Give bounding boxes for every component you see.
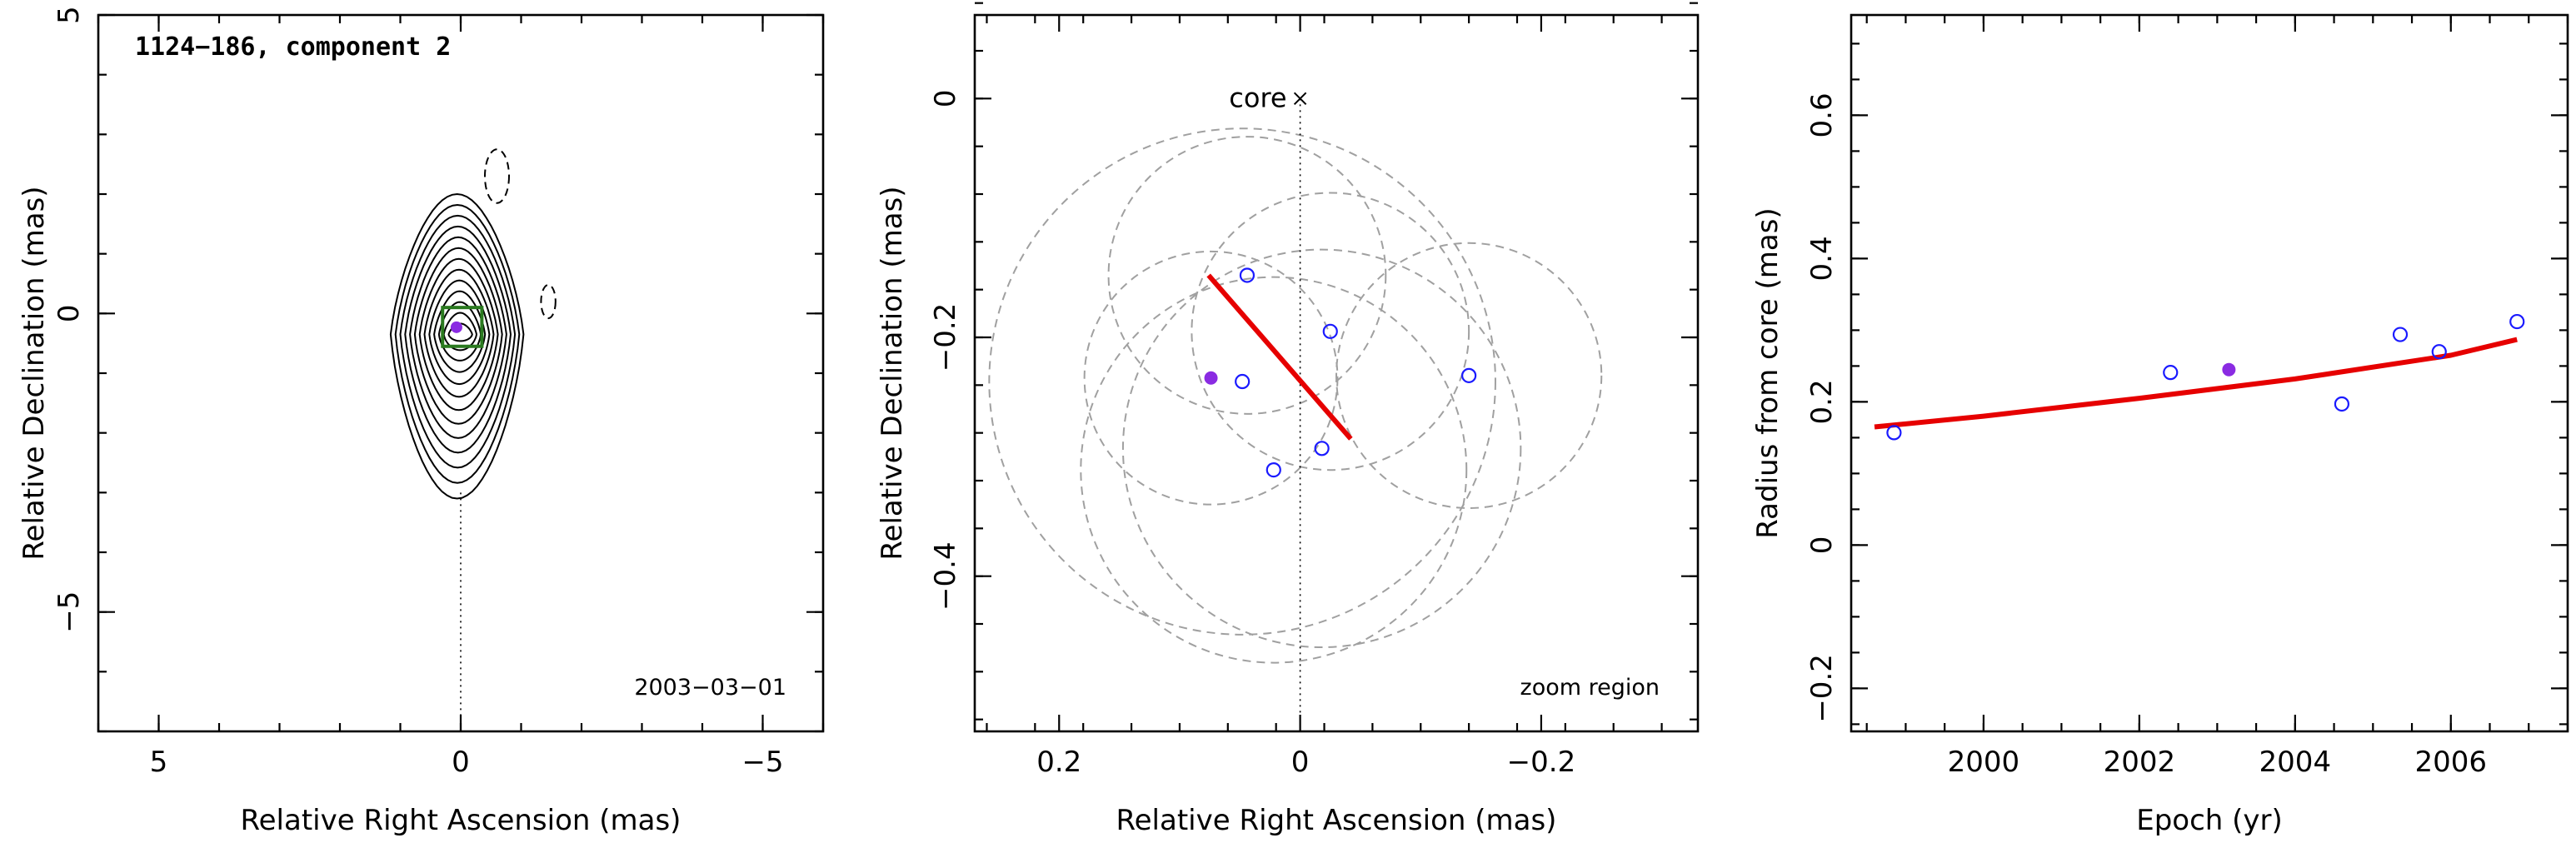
component-point xyxy=(450,321,462,333)
x-tick-label: 2002 xyxy=(2104,746,2176,779)
y-axis-label: Relative Declination (mas) xyxy=(17,186,51,560)
x-tick-label: 2000 xyxy=(1948,746,2020,779)
data-point xyxy=(2431,344,2447,360)
data-point xyxy=(1266,461,1281,478)
y-tick-label: −5 xyxy=(52,591,86,633)
error-circle xyxy=(1121,248,1522,648)
core-label: core xyxy=(1229,82,1286,113)
data-point xyxy=(2334,396,2350,412)
error-circle xyxy=(1191,192,1470,471)
y-tick-label: 0.2 xyxy=(1805,379,1839,424)
y-tick-label: 0.6 xyxy=(1805,92,1839,137)
x-axis-label: Epoch (yr) xyxy=(2136,804,2283,837)
error-circle xyxy=(1107,136,1387,415)
negative-contour xyxy=(484,148,510,204)
radius-epoch-panel: 2000 2002 2004 2006 −0.2 0 0.2 0.4 0.6 Epoch (yr)… xyxy=(1751,13,2569,837)
contour-set xyxy=(389,192,525,500)
data-point xyxy=(1314,441,1330,456)
panel-title: 1124−186, component 2 xyxy=(135,32,451,62)
contour-level xyxy=(389,192,525,500)
x-axis-label: Relative Right Ascension (mas) xyxy=(1116,804,1557,837)
error-circle xyxy=(1083,250,1339,506)
x-tick-label: 2004 xyxy=(2259,746,2332,779)
data-point xyxy=(1239,267,1256,283)
fit-line xyxy=(1206,273,1353,441)
contour-map-panel: 5 0 −5 5 0 −5 Relative Right Ascension (mas) Re… xyxy=(17,6,825,837)
y-tick-label: 0 xyxy=(52,305,86,323)
data-point xyxy=(1886,425,1902,441)
x-tick-label: 0.2 xyxy=(1036,746,1081,779)
contour-level xyxy=(442,312,478,352)
plot-content xyxy=(988,98,1603,731)
data-point xyxy=(1461,367,1477,383)
x-tick-label: 5 xyxy=(150,746,168,779)
plot-frame xyxy=(973,13,1700,733)
x-tick-label: 0 xyxy=(1291,746,1310,779)
contour-level xyxy=(394,203,521,484)
error-circle xyxy=(988,127,1496,636)
contour-level xyxy=(428,279,491,386)
data-point xyxy=(1322,323,1338,339)
error-circle xyxy=(1080,276,1468,664)
data-point xyxy=(2163,365,2179,381)
contour-level xyxy=(399,214,517,469)
contour-level xyxy=(413,247,503,425)
zoom-region-panel: core 0.2 0 −0.2 0 −0.2 −0.4 Relative Right Asce… xyxy=(876,2,1700,837)
y-axis-label: Relative Declination (mas) xyxy=(876,186,909,560)
plot-frame xyxy=(97,13,825,733)
data-point xyxy=(2509,313,2525,330)
y-tick-label: 0.4 xyxy=(1805,236,1839,281)
fit-curve xyxy=(1874,337,2518,430)
data-point-filled xyxy=(1204,371,1218,385)
epoch-annotation: 2003−03−01 xyxy=(634,675,786,701)
zoom-box xyxy=(441,306,484,348)
x-tick-label: −5 xyxy=(741,746,783,779)
data-point xyxy=(1235,373,1251,390)
y-tick-label: 0 xyxy=(1805,536,1839,555)
x-tick-label: −0.2 xyxy=(1507,746,1576,779)
contour-level xyxy=(423,268,495,398)
data-point xyxy=(2392,327,2409,342)
contour-level xyxy=(418,257,499,412)
y-tick-label: 5 xyxy=(52,6,86,24)
x-tick-label: 0 xyxy=(452,746,470,779)
x-tick-label: 2006 xyxy=(2415,746,2488,779)
y-tick-label: −0.2 xyxy=(929,303,962,372)
x-axis-label: Relative Right Ascension (mas) xyxy=(241,804,681,837)
core-marker xyxy=(1293,92,1307,106)
plot-frame xyxy=(1850,13,2569,733)
negative-contour xyxy=(540,283,557,320)
error-circle xyxy=(1335,242,1603,509)
y-tick-label: 0 xyxy=(929,90,962,108)
zoom-region-label: zoom region xyxy=(1520,675,1660,701)
contour-level xyxy=(404,225,512,454)
data-point-filled xyxy=(2222,362,2236,377)
y-tick-label: −0.4 xyxy=(929,541,962,611)
y-tick-label: −0.2 xyxy=(1805,654,1839,723)
contour-level xyxy=(409,236,507,439)
y-axis-label: Radius from core (mas) xyxy=(1751,207,1785,538)
contour-level xyxy=(433,290,487,373)
